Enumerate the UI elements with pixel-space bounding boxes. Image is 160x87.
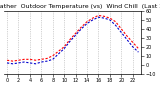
Title: Milwaukee Weather  Outdoor Temperature (vs)  Wind Chill  (Last 24 Hours): Milwaukee Weather Outdoor Temperature (v… xyxy=(0,4,160,9)
